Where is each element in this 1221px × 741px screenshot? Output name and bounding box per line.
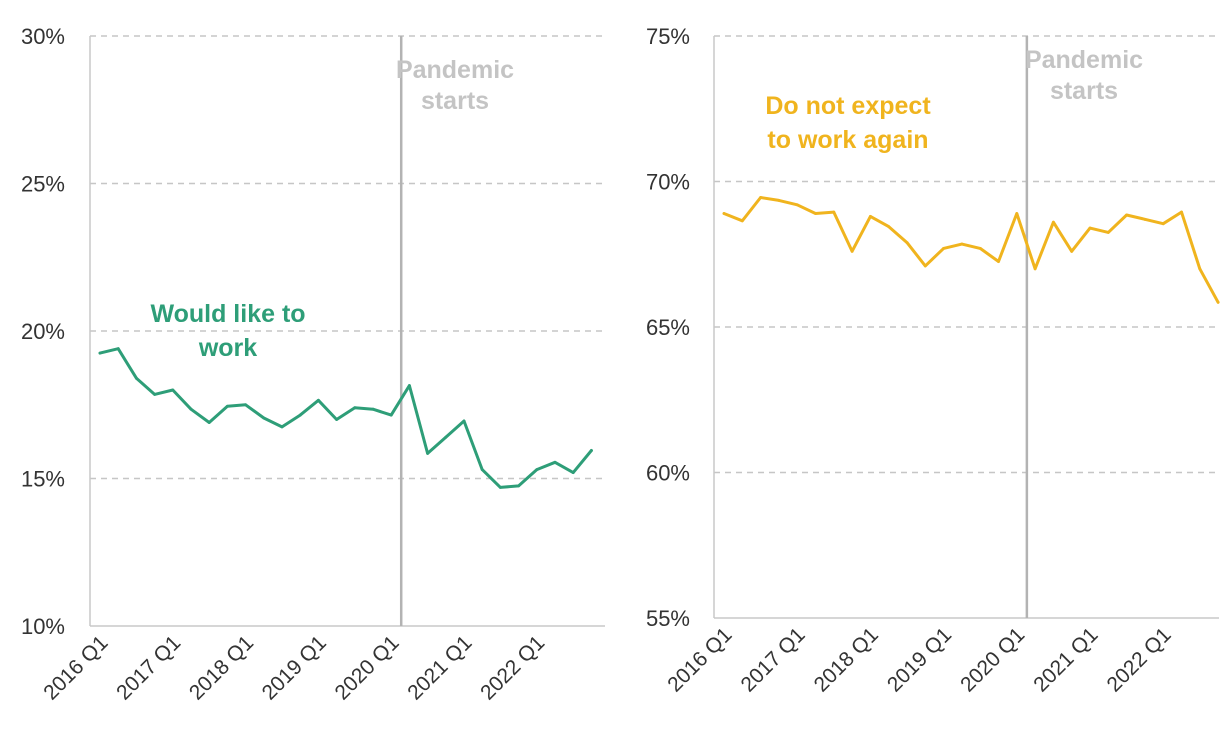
x-tick-label: 2018 Q1 bbox=[185, 631, 258, 704]
data-point bbox=[590, 449, 593, 452]
data-point bbox=[480, 468, 484, 472]
data-point bbox=[353, 406, 357, 410]
data-point bbox=[850, 249, 854, 253]
y-tick-label: 70% bbox=[646, 170, 690, 195]
data-point bbox=[462, 419, 466, 423]
data-point bbox=[189, 407, 193, 411]
data-point bbox=[317, 398, 320, 402]
data-point bbox=[832, 210, 836, 214]
data-point bbox=[997, 260, 1000, 263]
data-point bbox=[517, 484, 520, 488]
data-point bbox=[1198, 267, 1202, 271]
pandemic-annotation: Pandemic bbox=[396, 56, 514, 84]
data-point bbox=[942, 247, 945, 250]
chart-panel-1: 10% 15% 20% 25% 30% Pandemic starts 2016 Q1 2017… bbox=[21, 24, 605, 705]
y-tick-label: 20% bbox=[21, 319, 65, 344]
data-point bbox=[408, 384, 411, 387]
series-label: work bbox=[198, 334, 257, 362]
data-point bbox=[1070, 249, 1074, 253]
x-tick-label: 2020 Q1 bbox=[956, 623, 1029, 696]
series-label: Would like to bbox=[150, 300, 305, 328]
y-tick-label: 75% bbox=[646, 24, 690, 49]
y-tick-label: 55% bbox=[646, 606, 690, 631]
data-point bbox=[499, 485, 502, 489]
data-point bbox=[777, 199, 781, 202]
y-tick-label: 10% bbox=[21, 614, 65, 639]
data-point bbox=[535, 468, 539, 472]
data-point bbox=[1052, 220, 1055, 224]
data-point bbox=[1088, 226, 1092, 230]
data-point bbox=[280, 425, 284, 429]
data-point bbox=[1216, 300, 1220, 304]
data-point bbox=[262, 416, 266, 420]
data-point bbox=[98, 351, 102, 355]
pandemic-annotation: starts bbox=[421, 87, 489, 115]
data-point bbox=[153, 393, 157, 396]
data-point bbox=[923, 264, 927, 268]
x-tick-label: 2021 Q1 bbox=[403, 631, 476, 704]
y-tick-label: 30% bbox=[21, 24, 65, 49]
data-point bbox=[869, 215, 872, 218]
y-tick-label: 65% bbox=[646, 315, 690, 340]
data-point bbox=[1180, 210, 1183, 214]
data-point bbox=[553, 460, 557, 464]
x-tick-label: 2017 Q1 bbox=[112, 631, 185, 704]
data-point bbox=[244, 403, 248, 407]
data-point bbox=[389, 413, 393, 417]
series-label: Do not expect bbox=[765, 92, 931, 120]
data-point bbox=[571, 471, 575, 474]
data-point bbox=[298, 413, 302, 417]
pandemic-annotation: starts bbox=[1050, 77, 1118, 105]
data-point bbox=[135, 376, 138, 380]
x-tick-label: 2016 Q1 bbox=[39, 631, 112, 704]
data-point bbox=[814, 212, 817, 215]
data-point bbox=[1161, 222, 1165, 226]
data-point bbox=[887, 225, 891, 229]
chart-panel-2: 55% 60% 65% 70% 75% Pandemic starts 2016 Q1 2017… bbox=[646, 24, 1220, 697]
data-point bbox=[722, 212, 726, 215]
y-tick-label: 60% bbox=[646, 461, 690, 486]
data-point bbox=[960, 242, 964, 246]
data-point bbox=[226, 404, 229, 408]
series-line bbox=[722, 196, 1220, 304]
data-point bbox=[171, 388, 175, 392]
x-tick-label: 2019 Q1 bbox=[883, 623, 956, 696]
x-tick-label: 2019 Q1 bbox=[258, 631, 331, 704]
data-point bbox=[1143, 217, 1147, 221]
data-point bbox=[905, 241, 909, 245]
data-point bbox=[116, 347, 120, 351]
x-tick-label: 2022 Q1 bbox=[1102, 623, 1175, 696]
x-tick-label: 2017 Q1 bbox=[736, 623, 809, 696]
data-point bbox=[978, 247, 982, 250]
x-tick-label: 2021 Q1 bbox=[1029, 623, 1102, 696]
series-label: to work again bbox=[767, 126, 928, 154]
data-point bbox=[335, 418, 338, 421]
data-point bbox=[1106, 231, 1110, 234]
x-tick-label: 2018 Q1 bbox=[810, 623, 883, 696]
data-point bbox=[1015, 212, 1019, 215]
data-point bbox=[444, 435, 448, 439]
pandemic-annotation: Pandemic bbox=[1025, 46, 1143, 74]
y-tick-label: 15% bbox=[21, 467, 65, 492]
data-point bbox=[759, 196, 762, 199]
y-tick-label: 25% bbox=[21, 172, 65, 197]
series-line bbox=[98, 347, 593, 489]
data-point bbox=[371, 407, 375, 411]
data-point bbox=[207, 421, 211, 424]
data-point bbox=[1125, 213, 1128, 217]
x-tick-label: 2016 Q1 bbox=[663, 623, 736, 696]
data-point bbox=[426, 452, 429, 455]
x-tick-label: 2020 Q1 bbox=[330, 631, 403, 704]
data-point bbox=[740, 219, 744, 223]
data-point bbox=[1033, 267, 1037, 271]
x-tick-label: 2022 Q1 bbox=[476, 631, 549, 704]
data-point bbox=[795, 203, 799, 207]
